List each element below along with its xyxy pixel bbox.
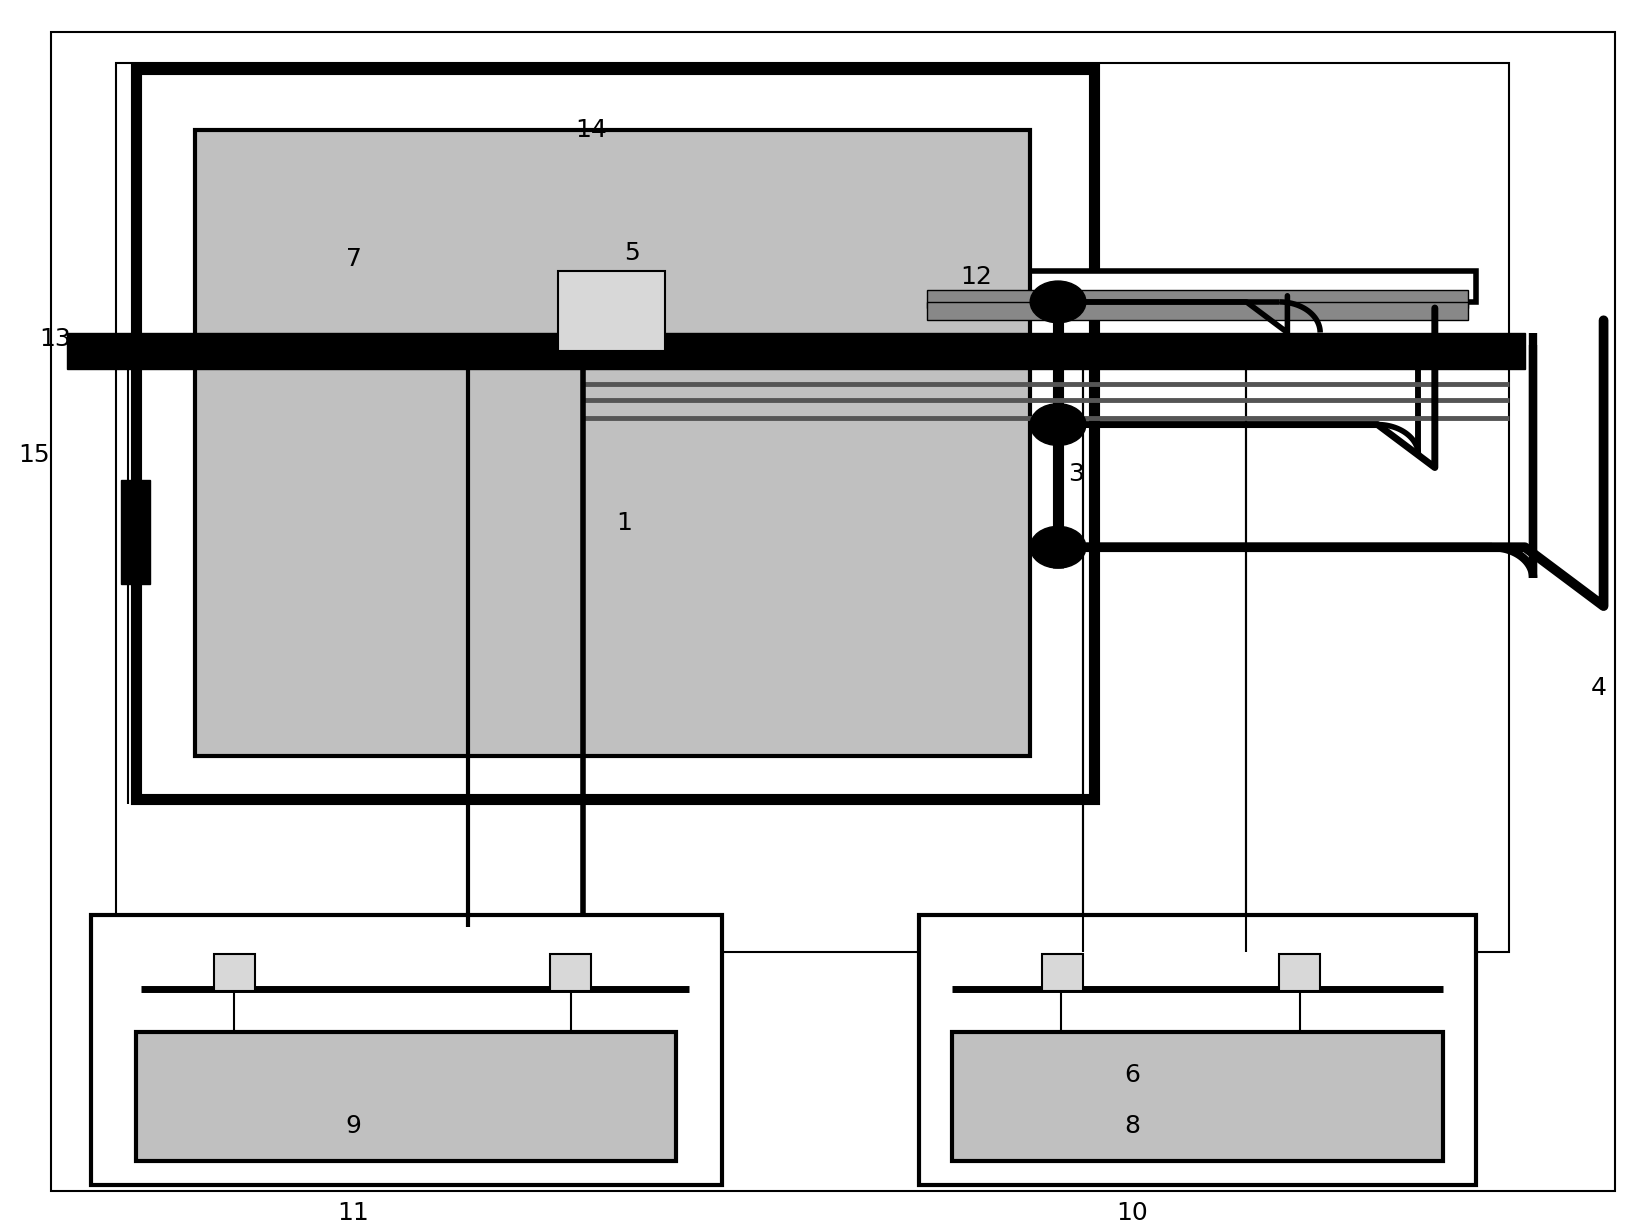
Bar [174, 106, 1083, 418]
Bar [558, 272, 665, 351]
Text: 12: 12 [960, 266, 993, 289]
Bar [67, 332, 1524, 369]
Text: 3: 3 [1068, 461, 1085, 486]
Circle shape [1031, 280, 1086, 322]
Text: 2: 2 [128, 535, 144, 560]
Bar [121, 480, 151, 584]
Text: 5: 5 [624, 241, 640, 264]
Text: 8: 8 [1124, 1114, 1140, 1138]
Bar [136, 1032, 676, 1161]
Bar [215, 954, 256, 991]
Text: 15: 15 [18, 443, 49, 467]
Bar [919, 272, 1475, 301]
Bar [952, 1032, 1442, 1161]
Bar [1280, 954, 1319, 991]
Bar [927, 289, 1467, 308]
Bar [927, 301, 1467, 320]
Bar [550, 954, 591, 991]
Bar [1042, 954, 1083, 991]
Text: 13: 13 [39, 327, 71, 351]
Bar [919, 915, 1475, 1184]
Circle shape [1031, 526, 1086, 568]
Text: 10: 10 [1116, 1202, 1147, 1225]
Text: 4: 4 [1590, 676, 1607, 700]
Circle shape [1031, 403, 1086, 445]
Bar [195, 130, 1031, 755]
Bar [136, 69, 1095, 798]
Bar [92, 915, 722, 1184]
Text: 11: 11 [338, 1202, 369, 1225]
Text: 1: 1 [615, 510, 632, 535]
Text: 9: 9 [346, 1114, 361, 1138]
Text: 6: 6 [1124, 1063, 1140, 1086]
Text: 14: 14 [576, 118, 607, 143]
Bar [117, 63, 1508, 952]
Text: 7: 7 [346, 247, 361, 271]
